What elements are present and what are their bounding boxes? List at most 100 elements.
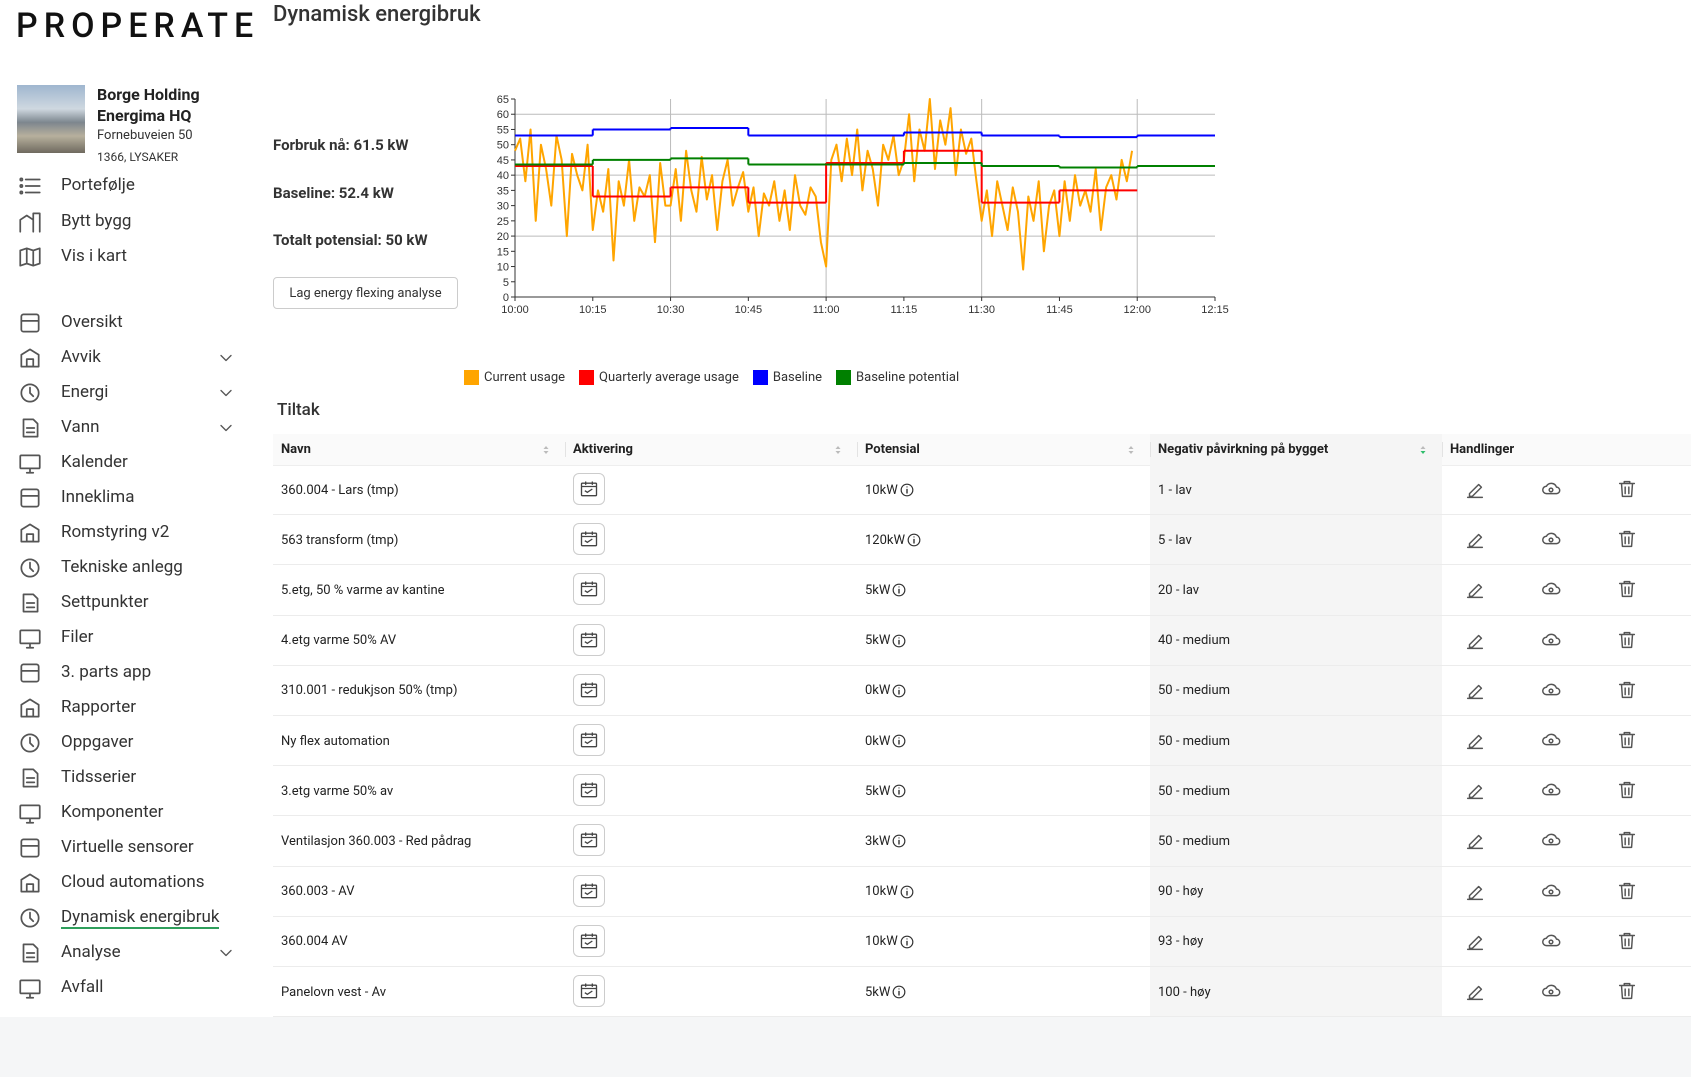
legend-item[interactable]: Quarterly average usage bbox=[579, 370, 739, 385]
analysis-button[interactable]: Lag energy flexing analyse bbox=[273, 277, 458, 309]
delete-icon[interactable] bbox=[1616, 478, 1638, 500]
edit-icon[interactable] bbox=[1464, 730, 1486, 752]
automation-icon[interactable] bbox=[1540, 729, 1562, 751]
nav-item[interactable]: Vann bbox=[61, 417, 100, 437]
delete-icon[interactable] bbox=[1616, 729, 1638, 751]
edit-icon[interactable] bbox=[1464, 630, 1486, 652]
activation-button[interactable] bbox=[573, 975, 605, 1007]
edit-icon[interactable] bbox=[1464, 479, 1486, 501]
nav-item[interactable]: Energi bbox=[61, 382, 109, 402]
activation-button[interactable] bbox=[573, 473, 605, 505]
activation-button[interactable] bbox=[573, 673, 605, 706]
nav-icon bbox=[19, 211, 41, 233]
delete-icon[interactable] bbox=[1616, 679, 1638, 701]
legend-item[interactable]: Baseline bbox=[752, 370, 822, 385]
info-icon[interactable] bbox=[892, 583, 906, 597]
delete-icon[interactable] bbox=[1616, 930, 1638, 952]
edit-icon[interactable] bbox=[1464, 529, 1486, 551]
automation-icon[interactable] bbox=[1540, 880, 1562, 902]
info-icon[interactable] bbox=[892, 684, 906, 698]
sort-icon[interactable] bbox=[543, 442, 555, 458]
nav-item[interactable]: Inneklima bbox=[61, 487, 135, 507]
nav-item[interactable]: Rapporter bbox=[61, 697, 137, 717]
chevron[interactable] bbox=[216, 943, 236, 963]
sort-icon[interactable] bbox=[835, 442, 847, 458]
legend-item[interactable]: Baseline potential bbox=[836, 370, 959, 385]
info-icon[interactable] bbox=[892, 734, 906, 748]
activation-button[interactable] bbox=[573, 874, 605, 907]
x-tick-label: 11:30 bbox=[968, 304, 995, 316]
nav-item[interactable]: 3. parts app bbox=[61, 662, 152, 682]
nav-item[interactable]: Cloud automations bbox=[61, 872, 205, 892]
edit-icon[interactable] bbox=[1464, 579, 1486, 601]
info-icon[interactable] bbox=[892, 634, 906, 648]
potential-value: 3kW bbox=[865, 833, 891, 849]
info-icon[interactable] bbox=[892, 784, 906, 798]
legend-item[interactable]: Current usage bbox=[464, 370, 565, 385]
automation-icon[interactable] bbox=[1540, 478, 1562, 500]
nav-item[interactable]: Romstyring v2 bbox=[61, 522, 170, 542]
nav-item[interactable]: Portefølje bbox=[61, 175, 135, 195]
activation-button[interactable] bbox=[573, 523, 605, 556]
column-header[interactable]: Potensial bbox=[865, 442, 920, 457]
nav-item[interactable]: Dynamisk energibruk bbox=[61, 907, 220, 929]
chevron[interactable] bbox=[216, 348, 236, 368]
nav-item[interactable]: Tidsserier bbox=[61, 767, 137, 787]
column-header[interactable]: Navn bbox=[281, 442, 311, 457]
info-icon[interactable] bbox=[892, 834, 906, 848]
automation-icon[interactable] bbox=[1540, 980, 1562, 1002]
nav-item[interactable]: Vis i kart bbox=[61, 246, 127, 266]
delete-icon[interactable] bbox=[1616, 980, 1638, 1002]
automation-icon[interactable] bbox=[1540, 629, 1562, 651]
info-icon[interactable] bbox=[900, 483, 914, 497]
sort-icon[interactable] bbox=[1128, 442, 1140, 458]
sort-icon[interactable] bbox=[1420, 442, 1432, 458]
edit-icon[interactable] bbox=[1464, 931, 1486, 953]
nav-item[interactable]: Komponenter bbox=[61, 802, 164, 822]
activation-button[interactable] bbox=[573, 774, 605, 807]
chevron[interactable] bbox=[216, 383, 236, 403]
column-header[interactable]: Negativ påvirkning på bygget bbox=[1158, 442, 1329, 457]
automation-icon[interactable] bbox=[1540, 578, 1562, 600]
nav-icon bbox=[20, 348, 40, 368]
nav-item[interactable]: Tekniske anlegg bbox=[61, 557, 183, 577]
nav-item[interactable]: Avvik bbox=[61, 347, 101, 367]
nav-item[interactable]: Settpunkter bbox=[61, 592, 149, 612]
delete-icon[interactable] bbox=[1616, 829, 1638, 851]
edit-icon[interactable] bbox=[1464, 881, 1486, 903]
nav-item[interactable]: Filer bbox=[61, 627, 94, 647]
automation-icon[interactable] bbox=[1540, 829, 1562, 851]
nav-item[interactable]: Analyse bbox=[61, 942, 121, 962]
column-header[interactable]: Aktivering bbox=[573, 442, 633, 457]
edit-icon[interactable] bbox=[1464, 981, 1486, 1003]
delete-icon[interactable] bbox=[1616, 629, 1638, 651]
chevron[interactable] bbox=[216, 418, 236, 438]
info-icon[interactable] bbox=[907, 533, 921, 547]
delete-icon[interactable] bbox=[1616, 578, 1638, 600]
nav-item[interactable]: Oppgaver bbox=[61, 732, 134, 752]
activation-button[interactable] bbox=[573, 924, 605, 957]
automation-icon[interactable] bbox=[1540, 779, 1562, 801]
nav-item[interactable]: Avfall bbox=[61, 977, 104, 997]
nav-item[interactable]: Bytt bygg bbox=[61, 210, 132, 231]
activation-button[interactable] bbox=[573, 824, 605, 857]
activation-button[interactable] bbox=[573, 724, 605, 756]
info-icon[interactable] bbox=[900, 885, 914, 899]
activation-button[interactable] bbox=[573, 623, 605, 656]
edit-icon[interactable] bbox=[1464, 780, 1486, 802]
automation-icon[interactable] bbox=[1540, 528, 1562, 550]
info-icon[interactable] bbox=[900, 935, 914, 949]
edit-icon[interactable] bbox=[1464, 680, 1486, 702]
nav-item[interactable]: Oversikt bbox=[61, 312, 123, 332]
activation-button[interactable] bbox=[573, 573, 605, 606]
delete-icon[interactable] bbox=[1616, 528, 1638, 550]
automation-icon[interactable] bbox=[1540, 930, 1562, 952]
delete-icon[interactable] bbox=[1616, 880, 1638, 902]
automation-icon[interactable] bbox=[1540, 679, 1562, 701]
delete-icon[interactable] bbox=[1616, 779, 1638, 801]
y-tick-label: 20 bbox=[497, 231, 509, 243]
info-icon[interactable] bbox=[892, 985, 906, 999]
nav-item[interactable]: Kalender bbox=[61, 452, 128, 472]
edit-icon[interactable] bbox=[1464, 830, 1486, 852]
nav-item[interactable]: Virtuelle sensorer bbox=[61, 837, 194, 857]
